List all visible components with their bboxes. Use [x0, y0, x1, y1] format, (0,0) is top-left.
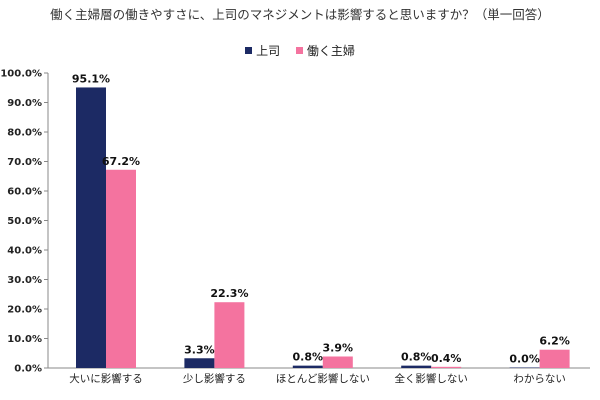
data-label: 67.2% [102, 155, 140, 168]
bar-boss [76, 87, 106, 368]
x-tick-label: 少し影響する [183, 372, 246, 385]
y-tick-label: 50.0% [7, 216, 42, 227]
y-tick-label: 60.0% [7, 187, 42, 198]
bar-boss [509, 367, 540, 368]
bar-boss [401, 365, 432, 368]
data-label: 95.1% [72, 72, 110, 85]
bar-working-housewife [431, 366, 462, 368]
legend-item-boss: 上司 [245, 42, 280, 59]
legend: 上司 働く主婦 [0, 42, 600, 59]
data-label: 22.3% [210, 287, 248, 300]
legend-label-working-housewife: 働く主婦 [306, 44, 355, 58]
y-tick-label: 0.0% [14, 364, 42, 375]
x-tick-label: ほとんど影響しない [276, 372, 370, 385]
bar-working-housewife [539, 349, 570, 368]
y-tick-label: 40.0% [7, 246, 42, 257]
legend-item-working-housewife: 働く主婦 [295, 42, 355, 59]
x-tick-label: わからない [513, 373, 566, 385]
x-tick-label: 全く影響しない [394, 372, 468, 385]
data-label: 3.9% [323, 341, 354, 354]
y-tick-label: 20.0% [7, 305, 42, 316]
y-tick-label: 100.0% [0, 69, 42, 80]
y-tick-label: 10.0% [7, 334, 42, 345]
data-label: 0.4% [431, 352, 462, 365]
data-label: 0.0% [509, 353, 540, 366]
legend-label-boss: 上司 [256, 44, 281, 58]
y-tick-label: 30.0% [7, 275, 42, 286]
x-tick-label: 大いに影響する [69, 372, 143, 385]
legend-swatch-working-housewife [295, 47, 303, 54]
bar-working-housewife [106, 169, 136, 368]
data-label: 0.8% [293, 351, 324, 364]
data-label: 3.3% [184, 343, 215, 356]
y-tick-label: 90.0% [7, 98, 42, 109]
y-tick-label: 80.0% [7, 128, 42, 139]
legend-swatch-boss [245, 47, 253, 54]
bar-working-housewife [214, 302, 245, 368]
data-label: 6.2% [539, 335, 570, 348]
bar-boss [184, 358, 215, 368]
data-label: 0.8% [401, 351, 432, 364]
bar-working-housewife [322, 356, 353, 368]
bar-boss [292, 365, 323, 368]
y-tick-label: 70.0% [7, 157, 42, 168]
chart-title: 働く主婦層の働きやすさに、上司のマネジメントは影響すると思いますか？（単一回答） [50, 7, 550, 22]
